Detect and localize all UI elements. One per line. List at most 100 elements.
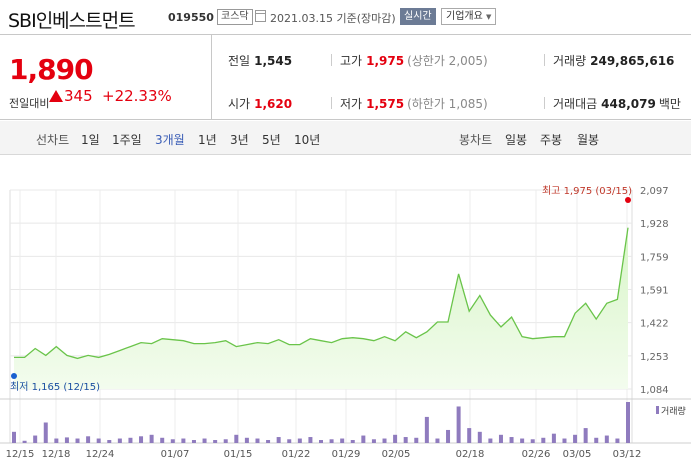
y-tick-label: 1,928 — [640, 219, 669, 230]
volume-bar — [266, 440, 271, 443]
candle-chart-label: 봉차트 — [459, 133, 493, 147]
chart-area — [14, 227, 629, 389]
calendar-icon — [255, 10, 266, 22]
min-annotation: 최저 1,165 (12/15) — [10, 381, 100, 393]
change-value: 345 — [64, 87, 93, 105]
volume-bar — [541, 437, 546, 443]
volume-bar — [255, 438, 260, 443]
volume-bar — [350, 440, 355, 443]
volume-bar — [149, 434, 154, 443]
volume-bar — [319, 440, 323, 443]
high-value: 1,975 — [366, 54, 405, 68]
volume-bar — [488, 438, 493, 443]
volume-legend-swatch — [656, 406, 659, 414]
candle-monthly[interactable]: 월봉 — [577, 133, 600, 147]
period-1w[interactable]: 1주일 — [112, 133, 142, 147]
period-bar: 선차트 1일 1주일 3개월 1년 3년 5년 10년 봉차트 일봉 주봉 월봉 — [0, 121, 691, 155]
volume-bar — [223, 439, 228, 443]
volume-bar — [202, 438, 207, 443]
y-tick-label: 1,084 — [640, 385, 669, 396]
volume-bar — [128, 437, 133, 443]
y-tick-label: 1,759 — [640, 252, 669, 263]
volume-bar — [54, 438, 59, 443]
open-label: 시가 — [228, 97, 251, 111]
volume-bar — [64, 437, 69, 443]
price-chart[interactable]: 2,097 1,928 1,759 1,591 1,422 1,253 1,084 12/15… — [0, 155, 691, 465]
stock-code: 019550 — [168, 11, 214, 24]
y-tick-label: 1,591 — [640, 286, 669, 297]
change-percent: +22.33% — [102, 87, 172, 105]
volume-bar — [551, 433, 556, 443]
y-tick-label: 2,097 — [640, 186, 669, 197]
volume: 거래량 249,865,616 — [543, 52, 674, 69]
period-1d[interactable]: 1일 — [81, 133, 100, 147]
volume-bar — [86, 436, 91, 443]
volume-bar — [467, 428, 472, 443]
volume-bar — [414, 437, 419, 443]
current-price: 1,890 — [9, 53, 94, 86]
prev-close: 전일 1,545 — [228, 52, 292, 69]
volume-bar — [244, 437, 249, 443]
volume-bar — [33, 435, 38, 443]
volume-legend-label: 거래량 — [661, 405, 686, 417]
market-badge: 코스닥 — [217, 9, 253, 25]
volume-bar — [117, 438, 122, 443]
volume-bar — [393, 434, 398, 443]
volume-bar — [12, 431, 16, 443]
volume-bar — [96, 438, 101, 443]
volume-bar — [446, 429, 451, 443]
y-tick-label: 1,422 — [640, 319, 669, 330]
line-chart-label: 선차트 — [36, 133, 70, 147]
volume-bar — [403, 437, 408, 443]
base-date: 2021.03.15 기준(장마감) — [270, 12, 396, 25]
period-1y[interactable]: 1년 — [198, 133, 217, 147]
period-3y[interactable]: 3년 — [230, 133, 249, 147]
period-10y[interactable]: 10년 — [294, 133, 321, 147]
up-triangle-icon — [49, 90, 63, 102]
volume-bar — [22, 440, 27, 443]
trade-value-value: 448,079 — [601, 97, 656, 111]
prev-close-label: 전일 — [228, 54, 251, 68]
change-label: 전일대비 — [9, 97, 50, 110]
price-chart-svg: 2,097 1,928 1,759 1,591 1,422 1,253 1,084 12/15… — [0, 185, 691, 460]
candle-daily[interactable]: 일봉 — [505, 133, 528, 147]
volume-bar — [43, 422, 48, 443]
open-value: 1,620 — [254, 97, 293, 111]
volume-bar — [276, 437, 281, 443]
realtime-button[interactable]: 실시간 — [400, 8, 436, 25]
company-info-label: 기업개요 — [446, 11, 483, 22]
period-3m[interactable]: 3개월 — [155, 133, 185, 147]
volume-bar — [456, 406, 461, 443]
volume-bar — [435, 438, 440, 443]
volume-bars — [12, 402, 630, 443]
quote-panel: 1,890 전일대비 345 +22.33% 전일 1,545 고가 1,975 (상… — [0, 34, 691, 120]
min-marker — [11, 373, 17, 379]
x-tick-label: 02/18 — [456, 449, 485, 460]
volume-bar — [287, 439, 292, 443]
trade-value: 거래대금 448,079 백만 — [544, 95, 681, 112]
max-annotation: 최고 1,975 (03/15) — [542, 185, 632, 197]
prev-close-value: 1,545 — [254, 54, 293, 68]
x-tick-label: 03/12 — [613, 449, 642, 460]
high: 고가 1,975 (상한가 2,005) — [331, 52, 488, 69]
candle-weekly[interactable]: 주봉 — [540, 133, 563, 147]
volume-bar — [594, 437, 599, 443]
company-info-dropdown[interactable]: 기업개요 ▼ — [441, 8, 497, 25]
volume-bar — [530, 439, 535, 443]
stock-header: SBI인베스트먼트 019550 코스닥 2021.03.15 기준(장마감) … — [0, 0, 691, 34]
y-tick-label: 1,253 — [640, 352, 669, 363]
volume-bar — [107, 440, 112, 443]
trade-value-unit: 백만 — [658, 97, 681, 111]
period-5y[interactable]: 5년 — [262, 133, 281, 147]
volume-bar — [583, 428, 588, 443]
divider — [211, 35, 212, 119]
volume-bar — [234, 434, 239, 443]
stock-name[interactable]: SBI인베스트먼트 — [8, 10, 136, 32]
volume-bar — [340, 438, 345, 443]
volume-bar — [498, 434, 503, 443]
upper-limit: (상한가 2,005) — [407, 54, 488, 68]
x-tick-label: 01/15 — [224, 449, 253, 460]
volume-bar — [297, 438, 302, 443]
volume-bar — [308, 437, 313, 443]
x-tick-label: 02/26 — [522, 449, 551, 460]
